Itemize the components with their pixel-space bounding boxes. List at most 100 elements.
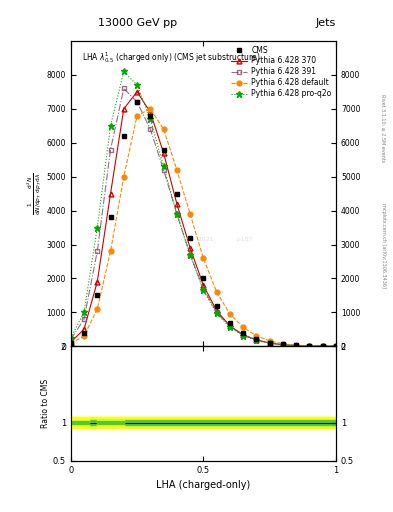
CMS	[281, 342, 285, 348]
CMS	[294, 343, 299, 349]
CMS	[320, 343, 325, 349]
Pythia 6.428 default	[121, 174, 126, 180]
CMS	[188, 234, 193, 241]
Pythia 6.428 370	[294, 343, 299, 349]
Pythia 6.428 default	[201, 255, 206, 261]
Pythia 6.428 pro-q2o	[214, 310, 219, 316]
Pythia 6.428 391	[307, 343, 312, 349]
Pythia 6.428 370	[334, 343, 338, 349]
Text: 13000 GeV pp: 13000 GeV pp	[98, 18, 177, 28]
Pythia 6.428 370	[267, 340, 272, 346]
Pythia 6.428 pro-q2o	[307, 343, 312, 349]
Text: mcplots.cern.ch [arXiv:1306.3436]: mcplots.cern.ch [arXiv:1306.3436]	[381, 203, 386, 288]
CMS	[82, 330, 86, 336]
Pythia 6.428 370	[320, 343, 325, 349]
Pythia 6.428 pro-q2o	[161, 163, 166, 169]
Pythia 6.428 pro-q2o	[135, 82, 140, 88]
Pythia 6.428 default	[281, 340, 285, 347]
Pythia 6.428 370	[121, 106, 126, 112]
CMS	[68, 340, 73, 346]
Text: LHA $\lambda^{1}_{0.5}$ (charged only) (CMS jet substructure): LHA $\lambda^{1}_{0.5}$ (charged only) (…	[82, 50, 261, 65]
Line: Pythia 6.428 391: Pythia 6.428 391	[68, 86, 338, 349]
Line: Pythia 6.428 370: Pythia 6.428 370	[68, 90, 338, 349]
Pythia 6.428 default	[174, 167, 179, 173]
Bar	[71, 420, 336, 425]
Pythia 6.428 pro-q2o	[148, 116, 152, 122]
Pythia 6.428 pro-q2o	[281, 342, 285, 348]
Legend: CMS, Pythia 6.428 370, Pythia 6.428 391, Pythia 6.428 default, Pythia 6.428 pro-: CMS, Pythia 6.428 370, Pythia 6.428 391,…	[228, 42, 334, 101]
Pythia 6.428 default	[294, 342, 299, 348]
Pythia 6.428 default	[148, 106, 152, 112]
Line: Pythia 6.428 default: Pythia 6.428 default	[68, 106, 338, 349]
Pythia 6.428 391	[188, 251, 193, 258]
CMS	[148, 113, 152, 119]
Pythia 6.428 391	[214, 309, 219, 315]
Pythia 6.428 370	[228, 323, 232, 329]
Pythia 6.428 pro-q2o	[121, 69, 126, 75]
Pythia 6.428 370	[188, 245, 193, 251]
Pythia 6.428 391	[135, 99, 140, 105]
Pythia 6.428 370	[95, 279, 100, 285]
Pythia 6.428 default	[241, 324, 246, 330]
CMS	[121, 133, 126, 139]
Pythia 6.428 pro-q2o	[294, 343, 299, 349]
CMS	[201, 275, 206, 282]
Pythia 6.428 pro-q2o	[188, 251, 193, 258]
CMS	[174, 190, 179, 197]
Pythia 6.428 pro-q2o	[201, 287, 206, 293]
Pythia 6.428 370	[135, 89, 140, 95]
X-axis label: LHA (charged-only): LHA (charged-only)	[156, 480, 250, 490]
Pythia 6.428 391	[281, 342, 285, 348]
Pythia 6.428 pro-q2o	[334, 343, 338, 349]
Pythia 6.428 391	[241, 332, 246, 338]
Pythia 6.428 370	[68, 339, 73, 345]
Pythia 6.428 pro-q2o	[95, 224, 100, 230]
Pythia 6.428 391	[95, 248, 100, 254]
Pythia 6.428 370	[281, 342, 285, 348]
Pythia 6.428 370	[148, 109, 152, 115]
Pythia 6.428 default	[95, 306, 100, 312]
CMS	[161, 146, 166, 153]
Text: CMS_2021_          p187: CMS_2021_ p187	[181, 237, 252, 242]
Pythia 6.428 370	[108, 190, 113, 197]
Pythia 6.428 391	[267, 340, 272, 346]
Pythia 6.428 pro-q2o	[82, 309, 86, 315]
Pythia 6.428 391	[82, 316, 86, 322]
Pythia 6.428 default	[108, 248, 113, 254]
Pythia 6.428 pro-q2o	[254, 337, 259, 344]
Line: Pythia 6.428 pro-q2o: Pythia 6.428 pro-q2o	[68, 69, 339, 349]
Pythia 6.428 default	[320, 343, 325, 349]
Pythia 6.428 default	[334, 343, 338, 349]
Pythia 6.428 391	[254, 337, 259, 343]
Pythia 6.428 pro-q2o	[320, 343, 325, 349]
Pythia 6.428 391	[201, 286, 206, 292]
Y-axis label: $\frac{1}{\mathrm{d}N/\mathrm{d}p_T}\,\frac{\mathrm{d}^2N}{\mathrm{d}p_T\,\mathr: $\frac{1}{\mathrm{d}N/\mathrm{d}p_T}\,\f…	[26, 172, 44, 215]
Bar	[71, 417, 336, 428]
Pythia 6.428 391	[68, 336, 73, 343]
Pythia 6.428 391	[174, 211, 179, 217]
Pythia 6.428 default	[214, 289, 219, 295]
CMS	[214, 303, 219, 309]
Pythia 6.428 370	[201, 282, 206, 288]
Pythia 6.428 pro-q2o	[174, 211, 179, 217]
Text: Jets: Jets	[316, 18, 336, 28]
CMS	[307, 343, 312, 349]
Pythia 6.428 pro-q2o	[108, 123, 113, 129]
CMS	[267, 339, 272, 346]
CMS	[95, 292, 100, 298]
Pythia 6.428 pro-q2o	[267, 340, 272, 347]
Y-axis label: Ratio to CMS: Ratio to CMS	[41, 379, 50, 428]
Pythia 6.428 default	[135, 113, 140, 119]
Pythia 6.428 default	[267, 338, 272, 344]
Pythia 6.428 370	[241, 332, 246, 338]
Pythia 6.428 pro-q2o	[241, 332, 246, 338]
Text: Rivet 3.1.10, ≥ 2.5M events: Rivet 3.1.10, ≥ 2.5M events	[381, 94, 386, 162]
Pythia 6.428 default	[68, 340, 73, 347]
Pythia 6.428 default	[307, 343, 312, 349]
Pythia 6.428 default	[188, 211, 193, 217]
Pythia 6.428 370	[254, 337, 259, 343]
CMS	[254, 336, 259, 342]
Pythia 6.428 370	[307, 343, 312, 349]
Pythia 6.428 default	[82, 333, 86, 339]
Pythia 6.428 391	[334, 343, 338, 349]
